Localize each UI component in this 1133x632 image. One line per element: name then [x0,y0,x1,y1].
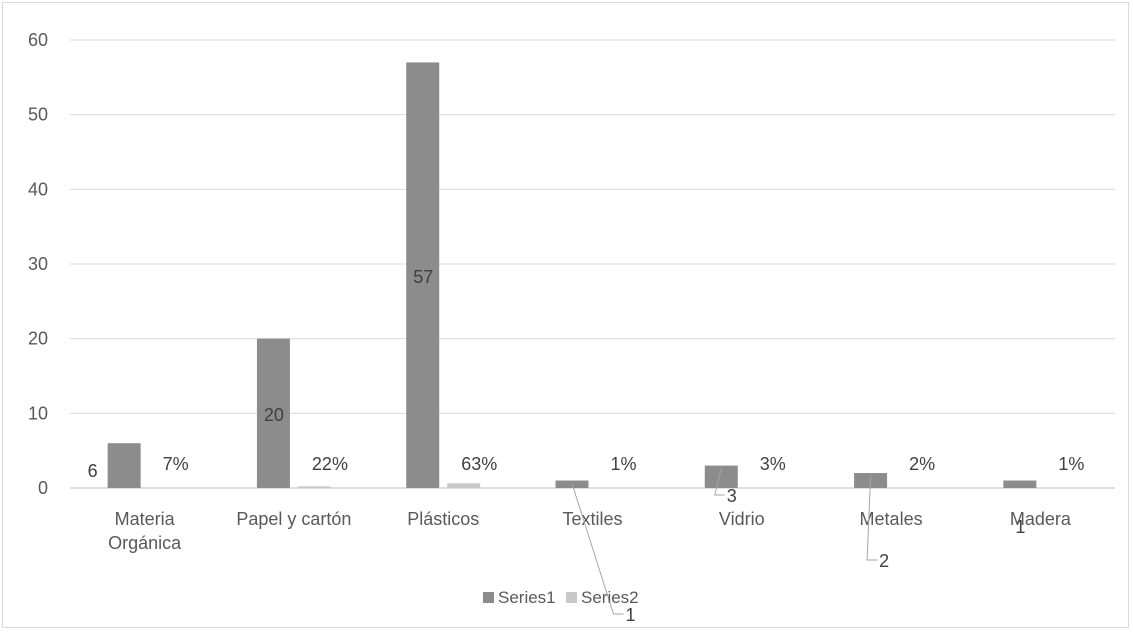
y-tick-label: 20 [28,329,48,349]
data-label-series2: 63% [461,454,497,474]
x-category-label: Materia [115,509,176,529]
bar-series2 [447,483,481,488]
data-label-leader-line [866,476,878,561]
y-tick-label: 60 [28,30,48,50]
y-tick-label: 50 [28,105,48,125]
y-tick-label: 10 [28,403,48,423]
x-category-label: Metales [860,509,923,529]
data-label-leader-line [714,468,725,496]
data-label-series1: 3 [727,486,737,506]
bar-series2 [1044,487,1078,489]
bar-series1 [1003,480,1037,488]
y-tick-label: 0 [38,478,48,498]
y-tick-label: 30 [28,254,48,274]
x-category-label: Madera [1010,509,1072,529]
y-tick-label: 40 [28,179,48,199]
x-category-label: Vidrio [719,509,765,529]
bar-series1 [107,443,141,488]
data-label-series2: 2% [909,454,935,474]
bar-series2 [745,487,779,489]
bar-series1 [406,62,440,489]
data-label-series1: 1 [1015,517,1025,537]
x-category-label: Orgánica [108,533,182,553]
data-label-series1: 6 [88,461,98,481]
data-label-series1: 20 [264,405,284,425]
legend-swatch-series1 [483,592,494,603]
bar-series2 [148,487,182,488]
x-category-label: Textiles [562,509,622,529]
data-label-series2: 1% [611,454,637,474]
data-label-series1: 2 [879,551,889,571]
legend-swatch-series2 [566,592,577,603]
bar-series2 [297,486,331,488]
bar-series2 [596,487,630,489]
bar-series2 [895,487,929,489]
bar-series1 [256,338,290,488]
data-label-series1: 57 [413,267,433,287]
data-label-series2: 22% [312,454,348,474]
data-label-leader-line [571,483,624,615]
bar-series1 [704,465,738,488]
data-label-series2: 1% [1058,454,1084,474]
legend-label-series2: Series2 [581,588,639,607]
legend-label-series1: Series1 [498,588,556,607]
data-label-series2: 7% [163,454,189,474]
data-label-series1: 1 [626,605,636,625]
x-category-label: Plásticos [407,509,479,529]
x-category-label: Papel y cartón [236,509,351,529]
data-label-series2: 3% [760,454,786,474]
